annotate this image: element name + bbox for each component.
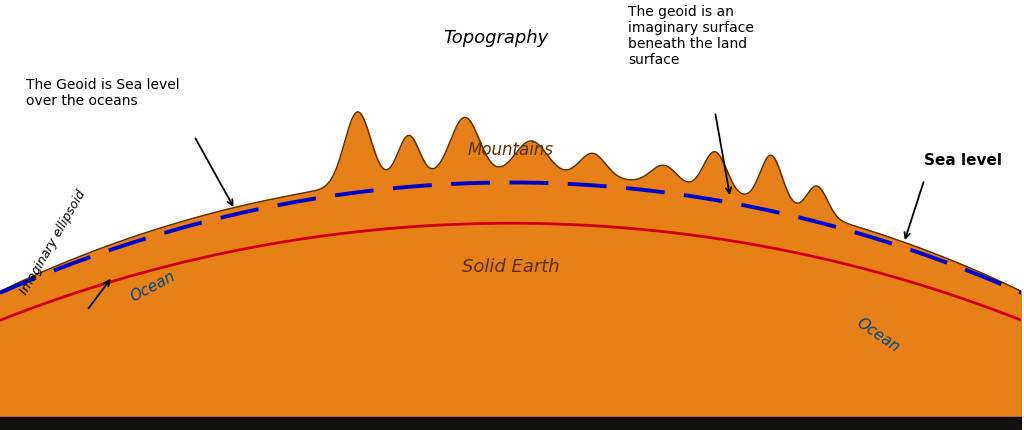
Text: Ocean: Ocean (854, 315, 903, 355)
Text: The geoid is an
imaginary surface
beneath the land
surface: The geoid is an imaginary surface beneat… (628, 5, 754, 68)
Text: Imaginary ellipsoid: Imaginary ellipsoid (17, 188, 88, 297)
Text: Sea level: Sea level (925, 153, 1002, 168)
Text: Mountains: Mountains (468, 141, 554, 160)
Text: Ocean: Ocean (128, 268, 178, 304)
Text: The Geoid is Sea level
over the oceans: The Geoid is Sea level over the oceans (26, 78, 179, 108)
Text: Solid Earth: Solid Earth (462, 258, 559, 276)
Text: Topography: Topography (442, 29, 548, 47)
